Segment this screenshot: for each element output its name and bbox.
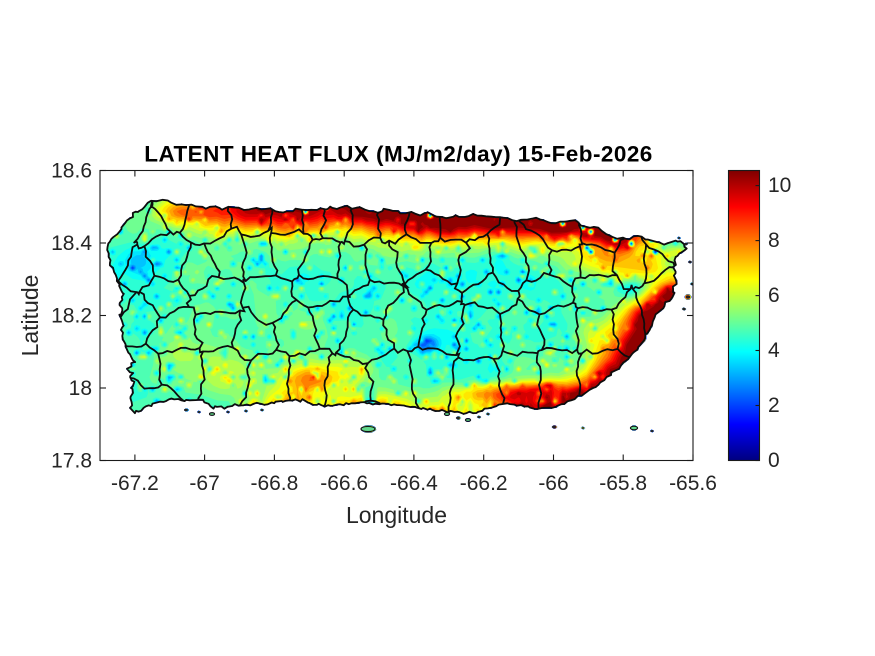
- svg-text:-66: -66: [538, 472, 568, 495]
- svg-text:LATENT HEAT FLUX (MJ/m2/day) 1: LATENT HEAT FLUX (MJ/m2/day) 15-Feb-2026: [144, 142, 653, 167]
- svg-text:10: 10: [768, 174, 791, 197]
- svg-text:8: 8: [768, 229, 780, 252]
- svg-text:-67.2: -67.2: [111, 472, 159, 495]
- svg-text:-66.2: -66.2: [460, 472, 508, 495]
- svg-text:18.2: 18.2: [51, 305, 92, 328]
- svg-text:2: 2: [768, 394, 780, 417]
- svg-text:-65.8: -65.8: [599, 472, 647, 495]
- svg-text:0: 0: [768, 449, 780, 472]
- svg-text:17.8: 17.8: [51, 450, 92, 473]
- svg-text:Longitude: Longitude: [346, 502, 447, 528]
- svg-text:-67: -67: [189, 472, 219, 495]
- svg-text:-66.8: -66.8: [250, 472, 298, 495]
- svg-text:18: 18: [69, 377, 92, 400]
- svg-text:Latitude: Latitude: [17, 275, 43, 357]
- svg-text:6: 6: [768, 284, 780, 307]
- svg-text:4: 4: [768, 339, 780, 362]
- svg-text:-65.6: -65.6: [669, 472, 717, 495]
- svg-text:-66.6: -66.6: [320, 472, 368, 495]
- svg-text:18.4: 18.4: [51, 232, 92, 255]
- svg-text:18.6: 18.6: [51, 160, 92, 183]
- svg-text:-66.4: -66.4: [390, 472, 438, 495]
